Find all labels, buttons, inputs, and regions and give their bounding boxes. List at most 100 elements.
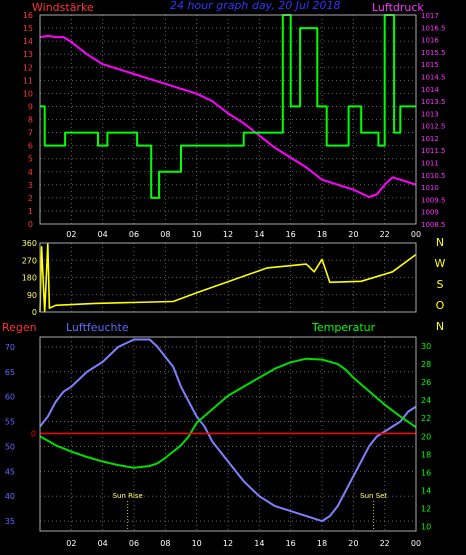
- pressure-tick-label: 1012.5: [421, 123, 446, 131]
- pressure-axis-label: Luftdruck: [372, 1, 424, 14]
- panel2-grid: [40, 242, 416, 313]
- x-tick-label: 08: [160, 230, 170, 239]
- x-tick-label: 12: [223, 230, 233, 239]
- wind-tick-label: 5: [28, 155, 33, 164]
- panel2-series: [39, 243, 417, 313]
- x-tick-label: 16: [286, 539, 296, 548]
- humidity-axis-label: Luftfeuchte: [66, 321, 129, 334]
- x-tick-label: 22: [380, 539, 390, 548]
- direction-letter: N: [436, 236, 444, 249]
- direction-tick-label: 90: [27, 291, 37, 300]
- chart-title: 24 hour graph day, 20 Jul 2018: [170, 0, 341, 12]
- wind-tick-label: 4: [28, 168, 33, 177]
- humidity-tick-label: 60: [5, 393, 15, 402]
- sun-marker-label: Sun Set: [360, 492, 387, 500]
- pressure-tick-label: 1017: [421, 12, 439, 20]
- direction-letter: S: [437, 278, 444, 291]
- x-tick-label: 04: [98, 230, 108, 239]
- x-tick-label: 04: [98, 539, 108, 548]
- temperature-tick-label: 20: [421, 432, 431, 441]
- panel3-frame: [39, 336, 417, 532]
- wind-tick-label: 11: [23, 76, 33, 85]
- wind-tick-label: 1: [28, 207, 33, 216]
- wind-tick-label: 3: [28, 181, 33, 190]
- x-tick-label: 10: [192, 230, 202, 239]
- rain-axis-label: Regen: [2, 321, 37, 334]
- humidity-tick-label: 40: [5, 492, 15, 501]
- pressure-tick-label: 1014: [421, 86, 439, 94]
- pressure-tick-label: 1013.5: [421, 98, 446, 106]
- humidity-tick-label: 55: [5, 418, 15, 427]
- pressure-tick-label: 1013: [421, 110, 439, 118]
- wind-tick-label: 7: [28, 129, 33, 138]
- humidity-line: [39, 338, 417, 523]
- x-tick-label: 14: [254, 230, 264, 239]
- wind-tick-label: 6: [28, 142, 33, 151]
- temperature-tick-label: 24: [421, 396, 431, 405]
- wind-tick-label: 14: [23, 37, 33, 46]
- x-tick-label: 14: [254, 539, 264, 548]
- direction-letter: N: [436, 320, 444, 333]
- wind-tick-label: 0: [28, 220, 33, 229]
- panel1-right-ticks: 1008.5 1009 1009.5 1010 1010.5 1011 1011.5 1012…: [421, 12, 446, 229]
- x-tick-label: 02: [66, 539, 76, 548]
- panel1-x-ticks: 02 04 06 08 10 12 14 16 18 20 22 00: [66, 230, 421, 239]
- panel-wind-pressure: Windstärke 24 hour graph day, 20 Jul 201…: [23, 0, 446, 239]
- direction-letter: O: [436, 299, 445, 312]
- panel3-series: [39, 338, 417, 523]
- x-tick-label: 22: [380, 230, 390, 239]
- pressure-tick-label: 1011: [421, 160, 439, 168]
- pressure-tick-label: 1016.5: [421, 24, 446, 32]
- panel-humidity-temperature: Regen Luftfeuchte Temperatur 35 40 45 50 55 6…: [2, 321, 431, 548]
- direction-tick-label: 360: [22, 239, 37, 248]
- x-tick-label: 00: [411, 539, 421, 548]
- humidity-tick-label: 70: [5, 343, 15, 352]
- wind-tick-label: 16: [23, 11, 33, 20]
- direction-letter: W: [435, 257, 446, 270]
- humidity-tick-label: 35: [5, 517, 15, 526]
- x-tick-label: 16: [286, 230, 296, 239]
- temperature-tick-label: 28: [421, 360, 431, 369]
- panel3-x-ticks: 02 04 06 08 10 12 14 16 18 20 22 00: [66, 539, 421, 548]
- pressure-tick-label: 1008.5: [421, 221, 446, 229]
- pressure-tick-label: 1010: [421, 184, 439, 192]
- pressure-line: [39, 34, 417, 198]
- temperature-tick-label: 26: [421, 378, 431, 387]
- panel2-y-ticks: 0 90 180 270 360: [22, 239, 37, 317]
- wind-axis-label: Windstärke: [32, 1, 94, 14]
- pressure-tick-label: 1011.5: [421, 147, 446, 155]
- rain-ticks: 0: [31, 430, 36, 439]
- x-tick-label: 02: [66, 230, 76, 239]
- x-tick-label: 10: [192, 539, 202, 548]
- direction-line: [39, 243, 417, 313]
- temperature-axis-label: Temperatur: [311, 321, 376, 334]
- temperature-tick-label: 16: [421, 468, 431, 477]
- sun-marker-label: Sun Rise: [113, 492, 143, 500]
- wind-tick-label: 13: [23, 50, 33, 59]
- x-tick-label: 06: [129, 539, 139, 548]
- direction-tick-label: 270: [22, 256, 37, 265]
- panel2-frame: [39, 242, 417, 313]
- humidity-tick-label: 45: [5, 467, 15, 476]
- x-tick-label: 00: [411, 230, 421, 239]
- x-tick-label: 08: [160, 539, 170, 548]
- x-tick-label: 18: [317, 539, 327, 548]
- temperature-tick-label: 30: [421, 342, 431, 351]
- humidity-tick-label: 50: [5, 442, 15, 451]
- temperature-tick-label: 12: [421, 504, 431, 513]
- wind-tick-label: 15: [23, 24, 33, 33]
- wind-tick-label: 8: [28, 116, 33, 125]
- temperature-ticks: 10 12 14 16 18 20 22 24 26 28 30: [421, 342, 431, 531]
- pressure-tick-label: 1010.5: [421, 172, 446, 180]
- temperature-tick-label: 10: [421, 522, 431, 531]
- pressure-tick-label: 1015: [421, 61, 439, 69]
- pressure-tick-label: 1009: [421, 209, 439, 217]
- pressure-tick-label: 1009.5: [421, 196, 446, 204]
- temperature-tick-label: 18: [421, 450, 431, 459]
- x-tick-label: 20: [348, 230, 358, 239]
- humidity-ticks: 35 40 45 50 55 60 65 70: [5, 343, 15, 526]
